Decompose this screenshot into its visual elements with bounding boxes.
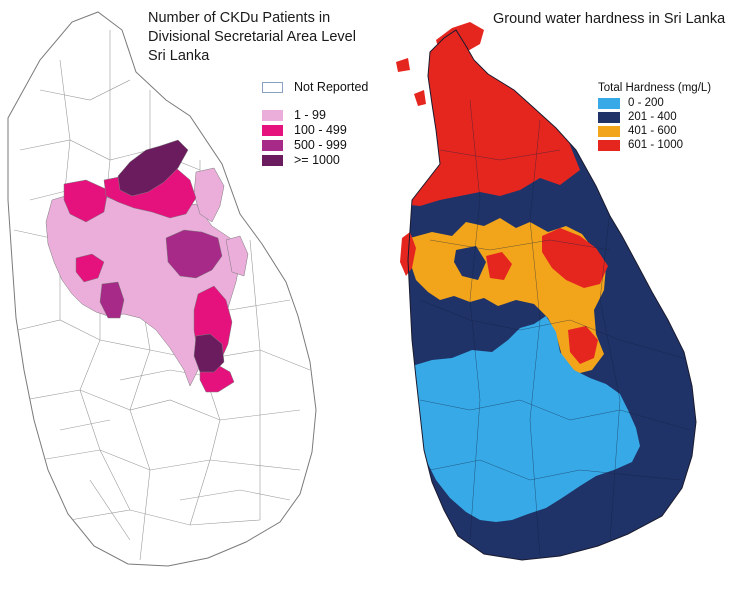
hardness-zone-red-islet-1 bbox=[396, 58, 410, 72]
hardness-legend-label: 601 - 1000 bbox=[628, 139, 683, 151]
ckdu-legend-swatch bbox=[262, 81, 283, 93]
hardness-zone-red-northwest bbox=[486, 252, 512, 280]
ckdu-legend-swatch bbox=[262, 109, 283, 121]
ckdu-legend-label: 500 - 999 bbox=[294, 138, 347, 152]
ckdu-area-purple-2 bbox=[165, 229, 223, 279]
ckdu-legend-swatch bbox=[262, 124, 283, 136]
ckdu-area-light-3 bbox=[225, 235, 249, 277]
ckdu-legend-swatch bbox=[262, 154, 283, 166]
ckdu-legend-item: Not Reported bbox=[262, 80, 368, 94]
hardness-legend-label: 401 - 600 bbox=[628, 125, 677, 137]
hardness-island-outline bbox=[407, 29, 697, 561]
hardness-legend: Total Hardness (mg/L) 0 - 200 201 - 400 … bbox=[598, 82, 711, 152]
ckdu-area-dark-1 bbox=[117, 139, 189, 197]
ckdu-area-purple-1 bbox=[99, 281, 125, 319]
ckdu-title-line-1: Number of CKDu Patients in bbox=[148, 10, 331, 26]
hardness-zone-red-center bbox=[542, 228, 608, 288]
hardness-legend-label: 0 - 200 bbox=[628, 97, 664, 109]
ckdu-legend-item: 500 - 999 bbox=[262, 138, 368, 152]
ckdu-title-line-3: Sri Lanka bbox=[148, 48, 210, 64]
hardness-legend-swatch bbox=[598, 139, 620, 151]
ckdu-area-pink-3 bbox=[75, 253, 105, 283]
hardness-zone-red-south bbox=[568, 326, 598, 364]
hardness-zone-red-peninsula bbox=[436, 22, 484, 56]
ckdu-island bbox=[7, 11, 317, 567]
ckdu-legend-label: 100 - 499 bbox=[294, 123, 347, 137]
hardness-legend-label: 201 - 400 bbox=[628, 111, 677, 123]
ckdu-legend-item: 100 - 499 bbox=[262, 123, 368, 137]
hardness-zone-red-islet-3 bbox=[414, 90, 426, 106]
ckdu-area-dark-2 bbox=[193, 333, 225, 373]
hardness-legend-swatch bbox=[598, 97, 620, 109]
hardness-legend-item: 401 - 600 bbox=[598, 124, 711, 138]
ckdu-legend-item: >= 1000 bbox=[262, 153, 368, 167]
hardness-zone-dark-blue-center bbox=[454, 246, 486, 280]
hardness-legend-item: 0 - 200 bbox=[598, 96, 711, 110]
ckdu-legend: Not Reported 1 - 99 100 - 499 500 - 999 … bbox=[262, 80, 368, 168]
hardness-legend-item: 201 - 400 bbox=[598, 110, 711, 124]
hardness-zone-red-north bbox=[408, 30, 580, 206]
ckdu-legend-item: 1 - 99 bbox=[262, 108, 368, 122]
hardness-map-title: Ground water hardness in Sri Lanka bbox=[493, 11, 726, 27]
ckdu-title-line-2: Divisional Secretarial Area Level bbox=[148, 29, 356, 45]
ckdu-legend-label: 1 - 99 bbox=[294, 108, 326, 122]
hardness-legend-swatch bbox=[598, 111, 620, 123]
ckdu-legend-swatch bbox=[262, 139, 283, 151]
hardness-legend-item: 601 - 1000 bbox=[598, 138, 711, 152]
hardness-legend-swatch bbox=[598, 125, 620, 137]
hardness-legend-title: Total Hardness (mg/L) bbox=[598, 82, 712, 94]
ckdu-map-title: Number of CKDu Patients in Divisional Se… bbox=[148, 9, 378, 66]
ckdu-area-pink-1 bbox=[63, 179, 109, 223]
ckdu-legend-label: >= 1000 bbox=[294, 153, 340, 167]
ckdu-legend-label: Not Reported bbox=[294, 80, 369, 94]
